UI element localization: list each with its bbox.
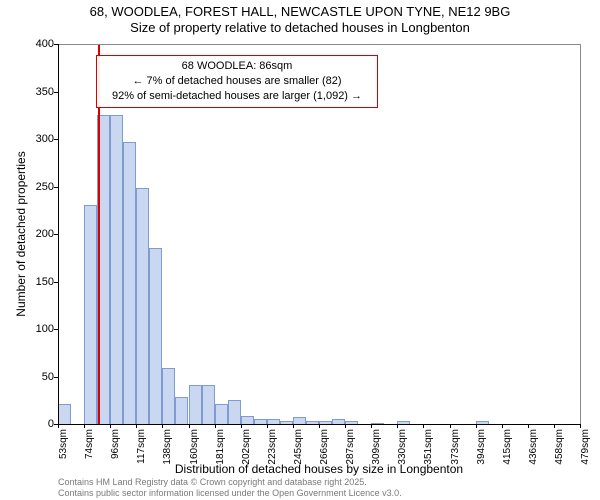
x-tick	[58, 424, 59, 428]
footer-line-1: Contains HM Land Registry data © Crown c…	[58, 477, 402, 487]
x-tick-label: 309sqm	[371, 429, 382, 469]
histogram-bar	[136, 188, 149, 426]
x-tick	[580, 424, 581, 428]
x-tick	[319, 424, 320, 428]
y-tick-label: 200	[4, 229, 54, 240]
x-tick	[241, 424, 242, 428]
footer-attribution: Contains HM Land Registry data © Crown c…	[58, 477, 402, 498]
x-tick	[450, 424, 451, 428]
y-tick	[54, 92, 58, 93]
x-tick-label: 245sqm	[293, 429, 304, 469]
x-tick	[554, 424, 555, 428]
y-tick-label: 50	[4, 372, 54, 383]
y-tick	[54, 377, 58, 378]
x-tick	[528, 424, 529, 428]
x-tick	[136, 424, 137, 428]
property-callout: 68 WOODLEA: 86sqm← 7% of detached houses…	[96, 55, 378, 108]
y-tick-label: 350	[4, 87, 54, 98]
histogram-bar	[162, 368, 175, 425]
x-tick	[423, 424, 424, 428]
x-tick-label: 138sqm	[162, 429, 173, 469]
x-tick	[293, 424, 294, 428]
x-tick-label: 479sqm	[580, 429, 591, 469]
x-tick	[397, 424, 398, 428]
x-tick-label: 436sqm	[528, 429, 539, 469]
x-tick-label: 74sqm	[84, 429, 95, 469]
title-line-1: 68, WOODLEA, FOREST HALL, NEWCASTLE UPON…	[0, 4, 600, 20]
x-tick-label: 330sqm	[397, 429, 408, 469]
x-tick-label: 117sqm	[136, 429, 147, 469]
x-tick-label: 351sqm	[423, 429, 434, 469]
callout-line: 68 WOODLEA: 86sqm	[103, 59, 371, 74]
callout-line: ← 7% of detached houses are smaller (82)	[103, 74, 371, 89]
chart-title: 68, WOODLEA, FOREST HALL, NEWCASTLE UPON…	[0, 4, 600, 37]
plot-area: 68 WOODLEA: 86sqm← 7% of detached houses…	[58, 44, 581, 425]
x-tick	[215, 424, 216, 428]
y-tick-label: 250	[4, 182, 54, 193]
x-tick-label: 223sqm	[267, 429, 278, 469]
x-tick	[84, 424, 85, 428]
x-tick-label: 287sqm	[345, 429, 356, 469]
histogram-bar	[58, 404, 71, 425]
x-tick-label: 415sqm	[502, 429, 513, 469]
x-tick	[267, 424, 268, 428]
y-tick-label: 300	[4, 134, 54, 145]
y-tick	[54, 187, 58, 188]
y-tick-label: 400	[4, 39, 54, 50]
histogram-bar	[175, 397, 188, 426]
histogram-bar	[215, 404, 228, 425]
x-tick-label: 202sqm	[241, 429, 252, 469]
histogram-bar	[149, 248, 162, 425]
x-tick	[371, 424, 372, 428]
x-tick-label: 96sqm	[110, 429, 121, 469]
y-tick	[54, 329, 58, 330]
x-tick-label: 160sqm	[189, 429, 200, 469]
x-tick-label: 266sqm	[319, 429, 330, 469]
x-tick	[189, 424, 190, 428]
x-tick-label: 53sqm	[58, 429, 69, 469]
y-axis	[58, 44, 59, 424]
y-tick-label: 100	[4, 324, 54, 335]
y-tick	[54, 234, 58, 235]
chart-container: 68, WOODLEA, FOREST HALL, NEWCASTLE UPON…	[0, 0, 600, 500]
x-tick-label: 458sqm	[554, 429, 565, 469]
x-tick	[162, 424, 163, 428]
y-tick-label: 150	[4, 277, 54, 288]
callout-line: 92% of semi-detached houses are larger (…	[103, 89, 371, 104]
y-tick	[54, 44, 58, 45]
histogram-bar	[228, 400, 241, 425]
histogram-bar	[202, 385, 215, 425]
footer-line-2: Contains public sector information licen…	[58, 488, 402, 498]
histogram-bar	[189, 385, 202, 425]
x-tick	[502, 424, 503, 428]
title-line-2: Size of property relative to detached ho…	[0, 20, 600, 36]
y-tick	[54, 282, 58, 283]
x-tick	[476, 424, 477, 428]
histogram-bar	[123, 142, 136, 425]
y-tick-label: 0	[4, 419, 54, 430]
histogram-bar	[110, 115, 123, 425]
x-tick-label: 394sqm	[476, 429, 487, 469]
histogram-bar	[84, 205, 97, 425]
x-tick-label: 181sqm	[215, 429, 226, 469]
x-tick-label: 373sqm	[450, 429, 461, 469]
x-tick	[345, 424, 346, 428]
x-tick	[110, 424, 111, 428]
y-tick	[54, 139, 58, 140]
